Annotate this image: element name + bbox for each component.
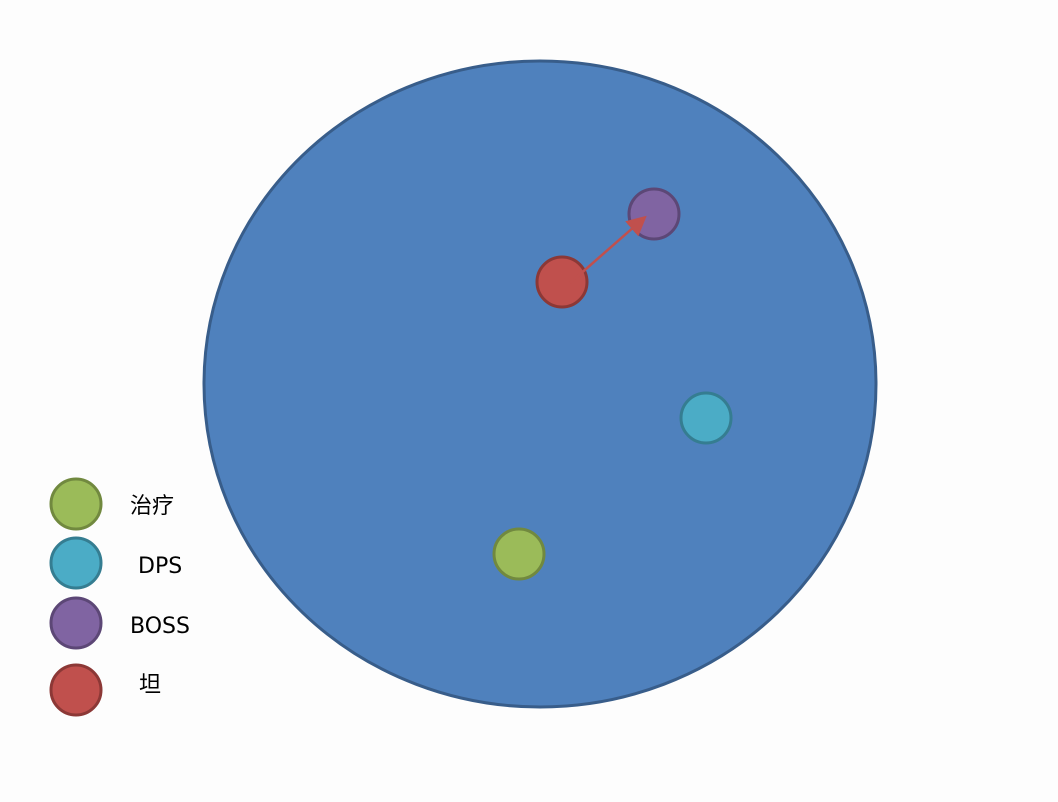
boss-marker	[627, 187, 681, 241]
tank-marker	[535, 255, 589, 309]
legend-label: 坦	[139, 673, 161, 698]
legend-label: BOSS	[130, 614, 190, 639]
legend-label: 治疗	[130, 494, 174, 519]
legend-label: DPS	[138, 554, 182, 579]
tank-arrow	[569, 215, 647, 284]
dps-marker	[679, 391, 733, 445]
legend-swatch	[49, 596, 103, 650]
healer-marker	[492, 527, 546, 581]
legend-swatch	[49, 536, 103, 590]
legend-swatch	[49, 477, 103, 531]
legend-swatch	[49, 663, 103, 717]
arena	[202, 59, 878, 709]
